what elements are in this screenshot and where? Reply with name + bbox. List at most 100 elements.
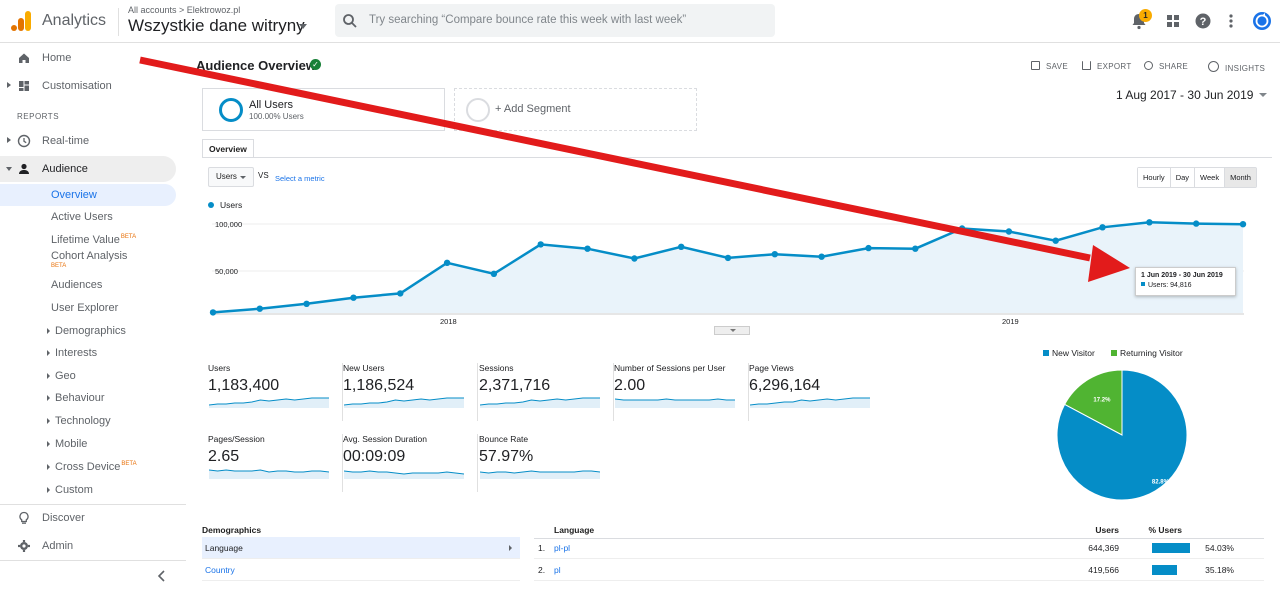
nav-geo[interactable]: Geo [0,365,176,387]
nav-demographics[interactable]: Demographics [0,320,176,342]
metric-card[interactable]: New Users 1,186,524 [343,363,478,421]
data-point[interactable] [397,290,404,297]
nav-custom[interactable]: Custom [0,479,176,501]
tab-overview[interactable]: Overview [202,139,254,158]
save-button[interactable]: SAVE [1031,61,1068,71]
data-point[interactable] [303,300,310,307]
language-link[interactable]: pl [554,565,561,575]
metric-card[interactable]: Users 1,183,400 [208,363,343,421]
language-link[interactable]: pl-pl [554,543,571,553]
chart-collapse-toggle[interactable] [714,326,750,335]
nav-interests[interactable]: Interests [0,342,176,364]
metric-value: 2.00 [614,377,646,394]
analytics-logo-icon[interactable] [10,10,32,32]
language-table-header: Language Users % Users [534,525,1264,539]
data-point[interactable] [1193,220,1200,227]
data-point[interactable] [912,245,919,252]
data-point[interactable] [771,251,778,258]
nav-customisation[interactable]: Customisation [0,73,176,99]
metric-selector[interactable]: Users [208,167,254,187]
nav-cross-device[interactable]: Cross DeviceBETA [0,456,176,478]
share-button[interactable]: SHARE [1144,61,1188,71]
date-range-picker[interactable]: 1 Aug 2017 - 30 Jun 2019 [1116,88,1268,102]
data-point[interactable] [678,243,685,250]
insights-button[interactable]: INSIGHTS [1208,61,1265,73]
data-point[interactable] [1005,228,1013,235]
nav-interests-label: Interests [55,347,98,359]
metric-card[interactable]: Page Views 6,296,164 [749,363,877,421]
data-point[interactable] [443,259,451,266]
expand-arrow-icon [47,487,50,493]
data-point[interactable] [256,305,263,312]
card-divider [477,434,478,492]
data-point[interactable] [1099,224,1106,231]
nav-admin[interactable]: Admin [0,533,176,559]
select-metric-link[interactable]: Select a metric [275,174,325,183]
data-point[interactable] [350,294,357,301]
collapse-sidebar-chevron-icon[interactable] [157,570,167,582]
dropdown-caret-icon [240,176,246,179]
y-tick-label: 50,000 [215,267,238,276]
add-segment-button[interactable]: + Add Segment [454,88,697,131]
card-divider [342,363,343,421]
view-selector[interactable]: Wszystkie dane witryny [128,16,305,35]
demographics-item-country[interactable]: Country [202,559,520,581]
data-point[interactable] [1052,237,1059,244]
data-point[interactable] [209,309,217,316]
nav-audience-overview[interactable]: Overview [0,184,176,206]
metric-card[interactable]: Pages/Session 2.65 [208,434,343,492]
data-point[interactable] [958,225,966,232]
view-dropdown-icon[interactable] [299,24,307,29]
metric-card[interactable]: Sessions 2,371,716 [479,363,614,421]
metric-card[interactable]: Bounce Rate 57.97% [479,434,607,492]
data-point[interactable] [724,254,732,262]
nav-home[interactable]: Home [0,45,176,71]
data-point[interactable] [865,244,872,252]
data-point[interactable] [490,270,498,277]
nav-audience[interactable]: Audience [0,156,176,182]
users-line-chart[interactable] [194,203,1272,323]
data-point[interactable] [631,255,638,262]
help-icon[interactable]: ? [1194,12,1212,30]
search-bar[interactable]: Try searching “Compare bounce rate this … [335,4,775,37]
more-vert-icon[interactable] [1222,12,1240,30]
nav-cohort-analysis[interactable]: Cohort Analysis BETA [0,249,176,270]
granularity-day[interactable]: Day [1170,168,1196,187]
metric-card[interactable]: Number of Sessions per User 2.00 [614,363,749,421]
visitor-pie-chart[interactable]: 17.2% 82.8% [1056,369,1188,501]
nav-mobile[interactable]: Mobile [0,433,176,455]
account-breadcrumb[interactable]: All accounts > Elektrowoz.pl [128,5,241,15]
data-point[interactable] [818,253,825,260]
account-avatar-icon[interactable] [1252,11,1272,31]
nav-user-explorer[interactable]: User Explorer [0,297,176,319]
demographics-item-language[interactable]: Language [202,537,520,559]
data-point[interactable] [537,241,544,248]
export-button[interactable]: EXPORT [1082,61,1132,71]
data-point[interactable] [1146,219,1153,226]
data-point[interactable] [584,245,591,252]
nav-realtime[interactable]: Real-time [0,128,176,154]
tooltip-value-text: Users: 94,816 [1148,282,1192,289]
nav-audiences[interactable]: Audiences [0,274,176,296]
granularity-week[interactable]: Week [1195,168,1226,187]
export-icon [1082,61,1091,70]
users-value: 644,369 [1088,543,1119,553]
pie-slice-new-visitor[interactable] [1056,369,1188,501]
data-point[interactable] [1239,221,1247,228]
metric-card[interactable]: Avg. Session Duration 00:09:09 [343,434,478,492]
expand-arrow-icon [47,373,50,379]
table-row[interactable]: 2. pl 419,566 35.18% [534,559,1264,581]
nav-lifetime-value[interactable]: Lifetime ValueBETA [0,229,176,251]
segment-all-users[interactable]: All Users 100.00% Users [202,88,445,131]
pie-slice-returning-visitor[interactable] [1063,369,1123,436]
apps-grid-icon[interactable] [1164,12,1182,30]
table-row[interactable]: 1. pl-pl 644,369 54.03% [534,537,1264,559]
granularity-month[interactable]: Month [1225,168,1256,187]
nav-technology[interactable]: Technology [0,410,176,432]
nav-active-users[interactable]: Active Users [0,206,176,228]
nav-behaviour[interactable]: Behaviour [0,387,176,409]
granularity-hourly[interactable]: Hourly [1138,168,1171,187]
legend-swatch-icon [1043,350,1049,356]
nav-discover[interactable]: Discover [0,505,176,531]
collapse-arrow-icon [6,167,12,171]
